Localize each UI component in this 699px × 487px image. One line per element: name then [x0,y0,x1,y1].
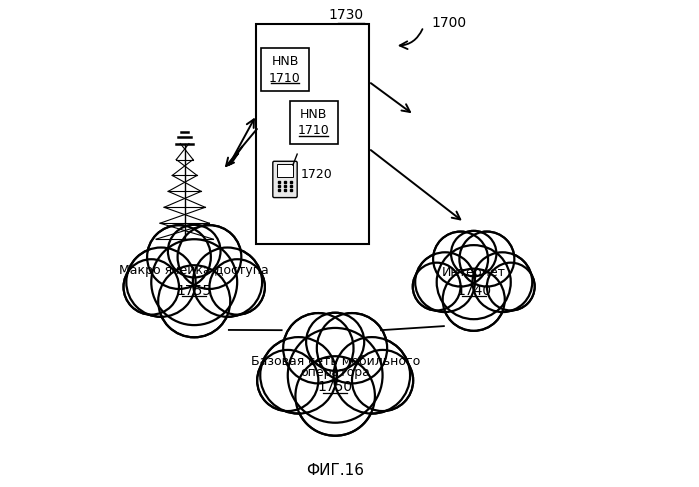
Circle shape [259,351,317,410]
Circle shape [153,241,236,323]
Circle shape [168,225,221,278]
Circle shape [147,225,211,289]
Text: 1755: 1755 [177,284,212,298]
Text: ФИГ.16: ФИГ.16 [306,464,364,478]
Circle shape [148,226,210,288]
Circle shape [434,233,487,285]
Text: 1700: 1700 [432,16,467,30]
Circle shape [451,231,496,276]
Text: 1750: 1750 [317,380,353,394]
Circle shape [308,314,363,370]
FancyBboxPatch shape [257,24,368,244]
Text: 1730: 1730 [329,8,364,22]
Circle shape [179,226,240,288]
Text: 1720: 1720 [301,168,332,181]
Circle shape [414,263,460,310]
Circle shape [297,358,373,434]
Text: 1740: 1740 [456,284,491,298]
Text: HNB: HNB [300,108,327,121]
Circle shape [452,232,496,275]
Circle shape [128,249,194,316]
FancyBboxPatch shape [273,161,297,198]
Circle shape [353,351,412,410]
Circle shape [317,313,387,383]
Circle shape [210,259,265,315]
Circle shape [444,270,503,330]
Circle shape [488,263,534,310]
Circle shape [260,337,337,413]
Circle shape [487,262,535,310]
Circle shape [333,337,410,413]
Text: Макро ячейка доступа: Макро ячейка доступа [120,264,269,277]
Circle shape [169,226,219,277]
Text: 1710: 1710 [269,72,301,85]
Text: 1710: 1710 [298,124,329,137]
Text: Базовая сеть мобильного: Базовая сеть мобильного [250,356,420,369]
Circle shape [262,338,335,412]
Circle shape [124,259,179,315]
Circle shape [461,233,513,285]
Circle shape [417,254,474,311]
Circle shape [257,350,318,411]
Circle shape [442,269,505,331]
Circle shape [194,249,261,316]
Circle shape [437,245,511,319]
Circle shape [433,232,488,286]
Circle shape [473,252,532,312]
Text: оператора: оператора [301,366,370,379]
Circle shape [193,247,262,317]
Circle shape [124,261,178,314]
Circle shape [318,315,386,382]
FancyBboxPatch shape [261,48,309,91]
FancyBboxPatch shape [290,101,338,144]
Circle shape [296,356,375,436]
Circle shape [289,330,381,421]
Circle shape [474,254,531,311]
Circle shape [413,262,461,310]
Circle shape [288,328,382,423]
Circle shape [178,225,241,289]
Text: HNB: HNB [271,56,298,68]
Circle shape [127,247,196,317]
Circle shape [459,232,514,286]
Circle shape [415,252,475,312]
Circle shape [352,350,413,411]
Circle shape [335,338,408,412]
FancyBboxPatch shape [277,164,294,177]
Circle shape [210,261,264,314]
Circle shape [438,246,510,318]
Circle shape [283,313,354,383]
Circle shape [284,315,352,382]
Circle shape [306,313,364,371]
Circle shape [158,265,230,337]
Circle shape [151,239,237,325]
Circle shape [159,267,229,336]
Text: Интернет: Интернет [442,266,505,279]
